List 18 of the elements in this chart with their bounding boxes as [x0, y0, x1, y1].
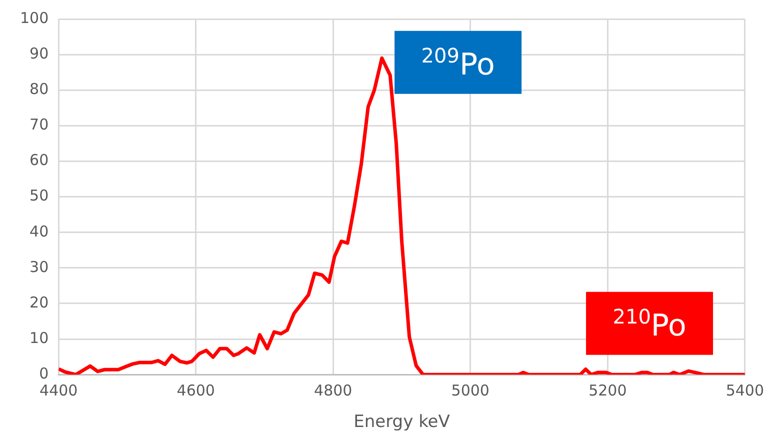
- y-tick-label: 90: [30, 44, 49, 62]
- y-tick-label: 50: [30, 186, 49, 205]
- y-tick-label: 10: [30, 328, 49, 347]
- y-tick-label: 30: [30, 258, 49, 276]
- y-tick-label: 60: [30, 151, 49, 170]
- y-tick-label: 100: [20, 8, 49, 27]
- y-tick-label: 40: [30, 222, 49, 240]
- x-axis-title: Energy keV: [354, 412, 450, 432]
- y-tick-label: 80: [30, 80, 49, 98]
- x-tick-label: 5400: [726, 381, 764, 400]
- x-tick-label: 4600: [176, 381, 215, 400]
- y-tick-label: 20: [30, 293, 49, 312]
- x-tick-label: 5200: [588, 381, 627, 400]
- x-tick-label: 4400: [40, 381, 78, 400]
- y-tick-label: 70: [30, 116, 49, 134]
- x-tick-label: 4800: [314, 381, 352, 400]
- x-tick-label: 5000: [451, 381, 490, 400]
- y-tick-label: 0: [39, 364, 49, 382]
